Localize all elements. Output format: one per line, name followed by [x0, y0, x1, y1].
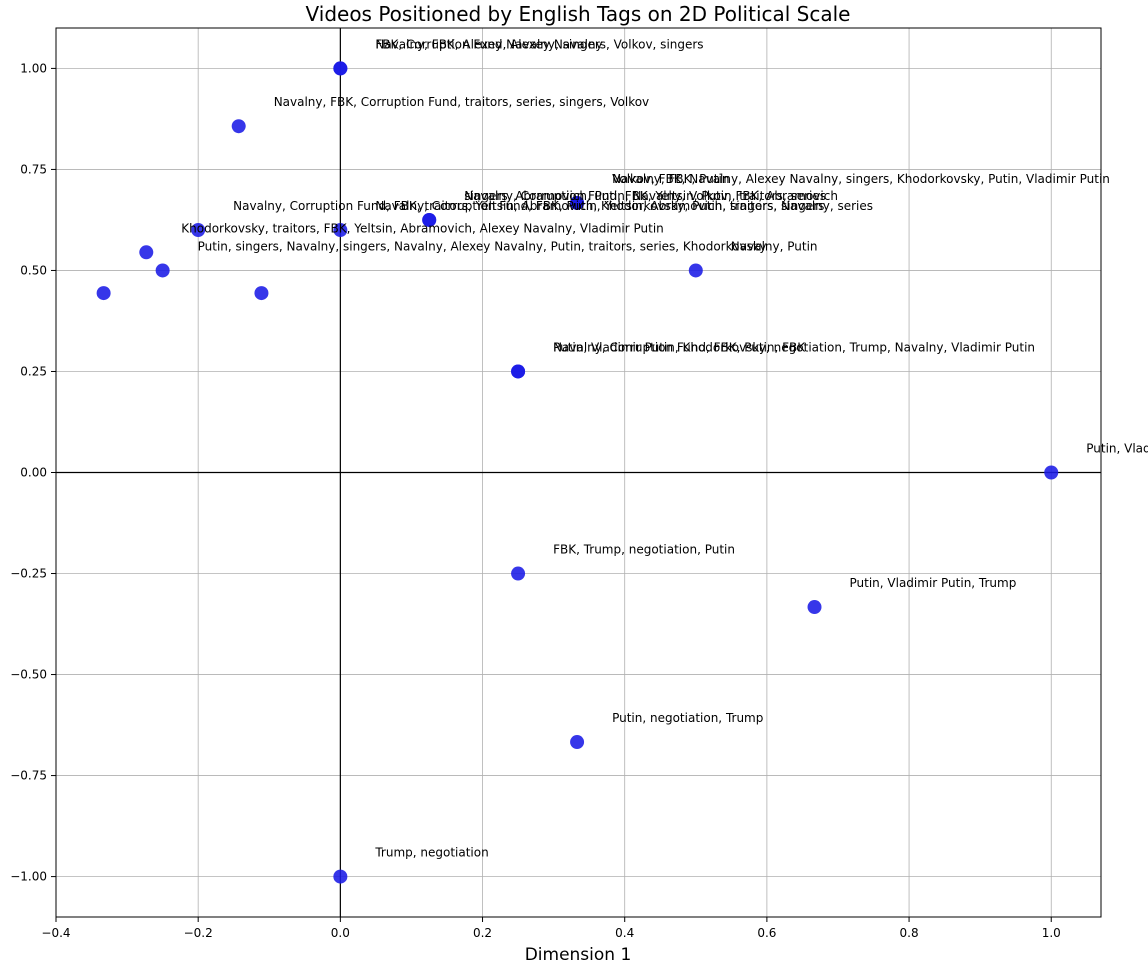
y-tick-label: −0.25 [10, 567, 47, 581]
point-label: Putin, singers, Navalny, singers, Navaln… [198, 239, 767, 253]
point-label: Navalny, FBK, Putin [612, 172, 729, 186]
axis-ticks: −0.4 −0.2 0.0 0.2 0.4 0.6 0.8 1.0 −1.00 −0.75 −0.5… [10, 61, 1061, 940]
point-label: singers, Abramovich, Putin, Navalny, Vol… [464, 189, 838, 203]
x-tick-label: 1.0 [1042, 926, 1061, 940]
data-points [96, 61, 1059, 884]
y-tick-label: 0.00 [20, 466, 47, 480]
data-point [807, 600, 822, 615]
x-tick-label: 0.4 [615, 926, 634, 940]
data-point [511, 566, 526, 581]
y-tick-label: 0.25 [20, 364, 47, 378]
data-point [333, 869, 348, 884]
point-label: Volkov, FBK, Navalny, Alexey Navalny, si… [612, 172, 1110, 186]
point-label: Navalny, FBK, Alexey Navalny, singers, V… [375, 37, 703, 51]
data-point [96, 286, 111, 301]
y-tick-label: −0.75 [10, 769, 47, 783]
point-label: Navalny, Corruption Fund, FBK, traitors,… [233, 199, 873, 213]
x-tick-label: −0.4 [41, 926, 70, 940]
point-label: FBK, Trump, negotiation, Putin [553, 543, 735, 557]
point-label: Putin, Vladimir Putin, Khodorkovsky, neg… [553, 340, 1035, 354]
data-point [570, 195, 585, 210]
point-label: FBK, Corruption Fund, Alexey Navalny [375, 37, 602, 51]
zero-axes [56, 28, 1101, 917]
x-tick-label: 0.6 [757, 926, 776, 940]
x-tick-label: 0.2 [473, 926, 492, 940]
point-label: Navalny, Putin [731, 239, 818, 253]
data-point [155, 263, 170, 278]
x-tick-label: −0.2 [184, 926, 213, 940]
data-point [511, 364, 526, 379]
point-label: Putin, Vladimir Putin, Trump [850, 576, 1017, 590]
point-labels: FBK, Corruption Fund, Alexey NavalnyNava… [181, 37, 1148, 859]
point-label: Navalny, Corruption Fund, FBK, Putin, Ye… [375, 199, 824, 213]
data-point [422, 212, 437, 227]
data-point [139, 245, 154, 260]
data-point [333, 61, 348, 76]
point-label: Khodorkovsky, traitors, FBK, Yeltsin, Ab… [181, 221, 663, 235]
data-point [191, 223, 206, 238]
x-axis-label: Dimension 1 [525, 945, 632, 963]
data-point [231, 119, 246, 134]
x-tick-label: 0.0 [331, 926, 350, 940]
y-tick-label: −1.00 [10, 870, 47, 884]
y-tick-label: 1.00 [20, 61, 47, 75]
y-tick-label: −0.50 [10, 668, 47, 682]
data-point [1044, 465, 1059, 480]
point-label: Trump, negotiation [374, 846, 488, 860]
point-label: Navalny, Corruption Fund, FBK, Yeltsin, … [464, 189, 826, 203]
data-point [254, 286, 269, 301]
y-tick-label: 0.75 [20, 162, 47, 176]
point-label: Putin, Vladimir Putin [1086, 442, 1148, 456]
data-point [570, 735, 585, 750]
y-tick-label: 0.50 [20, 263, 47, 277]
point-label: Putin, negotiation, Trump [612, 711, 763, 725]
point-label: Navalny, Corruption Fund, FBK, Putin, FB… [553, 340, 806, 354]
data-point [688, 263, 703, 278]
point-label: Navalny, FBK, Corruption Fund, traitors,… [274, 95, 649, 109]
data-point [333, 223, 348, 238]
x-tick-label: 0.8 [900, 926, 919, 940]
chart-title: Videos Positioned by English Tags on 2D … [306, 2, 851, 26]
